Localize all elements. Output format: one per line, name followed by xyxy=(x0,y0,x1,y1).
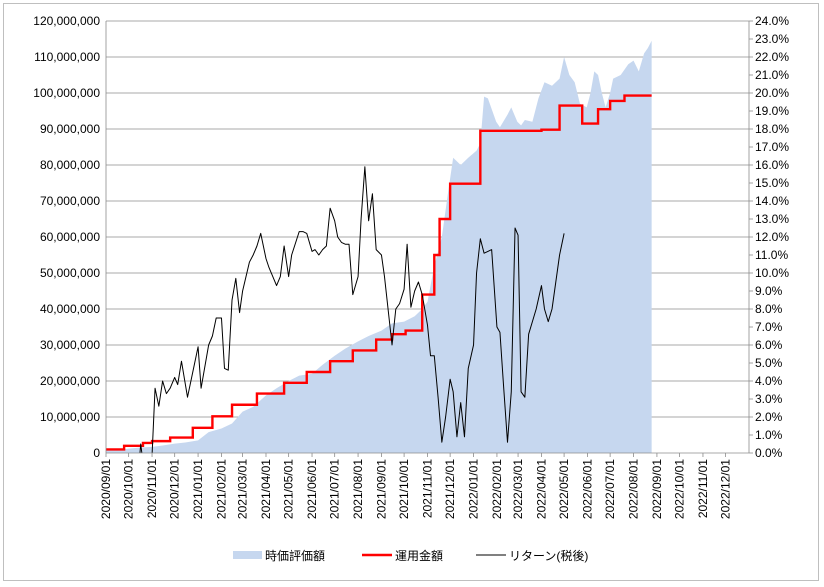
x-tick-label: 2022/02/01 xyxy=(490,459,504,519)
x-tick-label: 2022/09/01 xyxy=(650,459,664,519)
series-line-return xyxy=(139,166,565,453)
x-tick-label: 2022/01/01 xyxy=(467,459,481,519)
x-tick-label: 2020/10/01 xyxy=(122,459,136,519)
x-tick-label: 2020/09/01 xyxy=(99,459,113,519)
x-tick-label: 2021/01/01 xyxy=(191,459,205,519)
y-right-tick-label: 24.0% xyxy=(755,14,789,28)
y-right-tick-label: 10.0% xyxy=(755,266,789,280)
x-tick-label: 2022/12/01 xyxy=(719,459,733,519)
x-tick-label: 2022/03/01 xyxy=(511,459,525,519)
legend-label-market-value: 時価評価額 xyxy=(265,548,325,563)
y-right-tick-label: 12.0% xyxy=(755,230,789,244)
y-right-tick-label: 3.0% xyxy=(755,392,783,406)
y-right-tick-label: 9.0% xyxy=(755,284,783,298)
series-line-invested-amount xyxy=(106,94,652,451)
x-tick-label: 2021/02/01 xyxy=(214,459,228,519)
y-right-tick-label: 4.0% xyxy=(755,374,783,388)
y-left-tick-label: 100,000,000 xyxy=(33,86,100,100)
y-right-tick-label: 13.0% xyxy=(755,212,789,226)
x-tick-label: 2021/06/01 xyxy=(305,459,319,519)
y-right-tick-label: 0.0% xyxy=(755,446,783,460)
y-left-tick-label: 10,000,000 xyxy=(40,410,100,424)
y-right-tick-label: 21.0% xyxy=(755,68,789,82)
y-right-tick-label: 22.0% xyxy=(755,50,789,64)
y-right-tick-label: 6.0% xyxy=(755,338,783,352)
y-right-tick-label: 23.0% xyxy=(755,32,789,46)
x-tick-label: 2021/07/01 xyxy=(328,459,342,519)
y-left-tick-label: 110,000,000 xyxy=(34,50,100,64)
y-right-tick-label: 1.0% xyxy=(755,428,783,442)
chart-frame: 0 10,000,000 20,000,000 30,000,000 40,000,00… xyxy=(3,3,819,581)
y-right-tick-label: 19.0% xyxy=(755,104,789,118)
x-tick-label: 2020/12/01 xyxy=(168,459,182,519)
series-layer xyxy=(106,40,652,453)
y-left-tick-label: 20,000,000 xyxy=(40,374,100,388)
y-right-tick-label: 16.0% xyxy=(755,158,789,172)
y-right-tick-label: 11.0% xyxy=(755,248,788,262)
legend-label-invested-amount: 運用金額 xyxy=(395,548,443,563)
x-tick-label: 2022/08/01 xyxy=(627,459,641,519)
x-tick-label: 2021/08/01 xyxy=(351,459,365,519)
x-tick-label: 2021/12/01 xyxy=(443,459,457,519)
x-tick-label: 2021/05/01 xyxy=(282,459,296,519)
y-right-tick-label: 20.0% xyxy=(755,86,789,100)
y-left-tick-label: 0 xyxy=(93,446,100,460)
legend-swatch-market-value xyxy=(233,551,262,559)
chart: 0 10,000,000 20,000,000 30,000,000 40,000,00… xyxy=(33,14,789,563)
y-right-tick-label: 17.0% xyxy=(755,140,789,154)
x-tick-label: 2022/06/01 xyxy=(580,459,594,519)
x-tick-label: 2022/04/01 xyxy=(534,459,548,519)
legend-label-return: リターン(税後) xyxy=(509,549,588,563)
y-right-tick-label: 15.0% xyxy=(755,176,789,190)
y-right-tick-label: 18.0% xyxy=(755,122,789,136)
x-tick-label: 2021/11/01 xyxy=(421,459,435,518)
y-right-tick-label: 7.0% xyxy=(755,320,783,334)
y-left-tick-label: 70,000,000 xyxy=(40,194,100,208)
legend: 時価評価額 運用金額 リターン(税後) xyxy=(233,548,588,563)
y-left-tick-label: 30,000,000 xyxy=(40,338,100,352)
y-right-tick-label: 14.0% xyxy=(755,194,789,208)
x-tick-label: 2022/11/01 xyxy=(696,459,710,518)
x-tick-label: 2021/10/01 xyxy=(397,459,411,519)
x-tick-label: 2021/09/01 xyxy=(374,459,388,519)
y-left-tick-label: 50,000,000 xyxy=(40,266,100,280)
x-tick-label: 2021/03/01 xyxy=(236,459,250,519)
x-tick-label: 2021/04/01 xyxy=(259,459,273,519)
axes: 0 10,000,000 20,000,000 30,000,000 40,000,00… xyxy=(33,14,789,519)
y-left-tick-label: 60,000,000 xyxy=(40,230,100,244)
y-left-tick-label: 40,000,000 xyxy=(40,302,100,316)
x-tick-label: 2020/11/01 xyxy=(145,459,159,518)
y-left-tick-label: 90,000,000 xyxy=(40,122,100,136)
y-right-tick-label: 2.0% xyxy=(755,410,783,424)
plot-area xyxy=(106,40,652,453)
y-left-tick-label: 120,000,000 xyxy=(33,14,100,28)
series-area-market-value xyxy=(106,40,652,453)
x-tick-label: 2022/05/01 xyxy=(557,459,571,519)
y-right-tick-label: 8.0% xyxy=(755,302,783,316)
y-right-tick-label: 5.0% xyxy=(755,356,783,370)
y-left-tick-label: 80,000,000 xyxy=(40,158,100,172)
x-tick-label: 2022/07/01 xyxy=(603,459,617,519)
x-tick-label: 2022/10/01 xyxy=(673,459,687,519)
